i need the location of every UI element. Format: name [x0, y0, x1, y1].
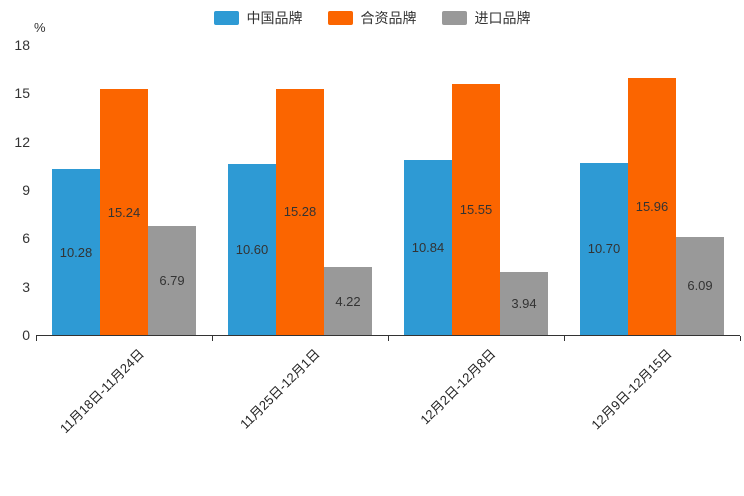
bar-中国品牌-2: 10.84: [404, 160, 452, 335]
bar-合资品牌-2: 15.55: [452, 84, 500, 335]
bar-合资品牌-3: 15.96: [628, 77, 676, 335]
axis-tick: [212, 336, 213, 341]
bar-value-label: 10.70: [587, 241, 621, 257]
y-tick-label: 3: [22, 278, 30, 295]
legend-item-进口品牌[interactable]: 进口品牌: [441, 8, 531, 28]
bar-value-label: 10.84: [411, 240, 445, 256]
legend-label: 进口品牌: [474, 10, 531, 26]
legend: 中国品牌 合资品牌 进口品牌: [0, 8, 744, 28]
bar-合资品牌-1: 15.28: [276, 88, 324, 335]
y-axis-unit-label: %: [34, 20, 46, 35]
legend-item-合资品牌[interactable]: 合资品牌: [327, 8, 417, 28]
axis-tick: [740, 336, 741, 341]
x-tick-label: 12月2日-12月8日: [417, 346, 499, 428]
legend-swatch-icon: [441, 11, 467, 25]
x-tick-label: 11月18日-11月24日: [56, 346, 147, 437]
bar-进口品牌-0: 6.79: [148, 225, 196, 335]
bar-value-label: 4.22: [335, 293, 361, 309]
bar-value-label: 15.55: [459, 202, 493, 218]
y-tick-label: 18: [14, 37, 30, 53]
bar-进口品牌-3: 6.09: [676, 236, 724, 335]
x-tick-label: 12月9日-12月15日: [588, 346, 675, 433]
axis-tick: [36, 336, 37, 341]
bar-进口品牌-1: 4.22: [324, 267, 372, 335]
bar-value-label: 6.79: [159, 272, 185, 288]
bar-中国品牌-3: 10.70: [580, 162, 628, 335]
bar-value-label: 15.24: [107, 204, 141, 220]
bar-value-label: 10.28: [59, 244, 93, 260]
bar-value-label: 15.96: [635, 198, 669, 214]
bar-进口品牌-2: 3.94: [500, 271, 548, 335]
bar-中国品牌-0: 10.28: [52, 169, 100, 335]
bar-中国品牌-1: 10.60: [228, 164, 276, 335]
plot-area: 10.28 15.24 6.79 10.60 15.28 4.22 10.84 15.55 3.…: [36, 45, 740, 335]
x-axis-line: [36, 335, 740, 336]
axis-tick: [564, 336, 565, 341]
y-tick-label: 12: [14, 133, 30, 150]
bar-合资品牌-0: 15.24: [100, 89, 148, 335]
x-tick-label: 11月25日-12月1日: [237, 346, 323, 432]
y-tick-label: 9: [22, 182, 30, 198]
axis-tick: [388, 336, 389, 341]
legend-swatch-icon: [213, 11, 239, 25]
legend-item-中国品牌[interactable]: 中国品牌: [213, 8, 303, 28]
bar-value-label: 6.09: [687, 278, 713, 294]
y-tick-label: 0: [22, 327, 30, 343]
legend-swatch-icon: [327, 11, 353, 25]
bar-value-label: 3.94: [511, 295, 537, 311]
bar-value-label: 15.28: [283, 204, 317, 220]
legend-label: 中国品牌: [246, 10, 303, 26]
y-tick-label: 6: [22, 230, 30, 247]
legend-label: 合资品牌: [360, 10, 417, 26]
y-tick-label: 15: [14, 85, 30, 102]
bar-value-label: 10.60: [235, 242, 269, 258]
